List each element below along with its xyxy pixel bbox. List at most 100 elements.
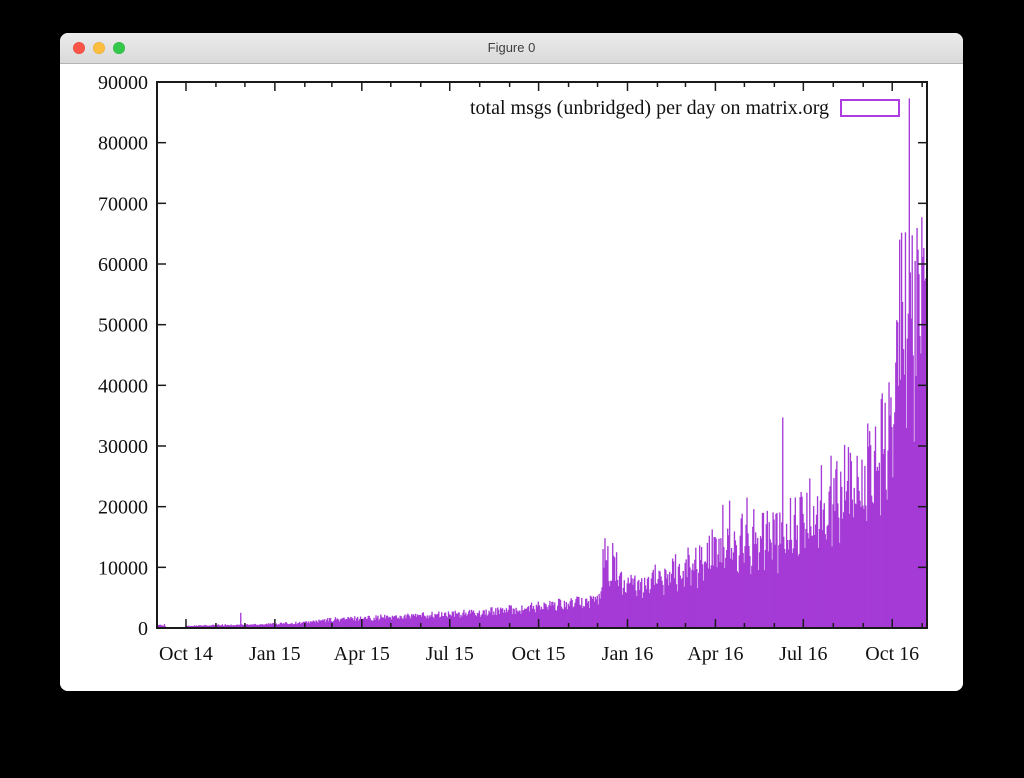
bar: [590, 596, 593, 628]
bar: [335, 619, 338, 628]
bar: [911, 235, 913, 629]
window-titlebar[interactable]: Figure 0: [60, 33, 963, 64]
close-button[interactable]: [73, 42, 85, 54]
bar: [769, 539, 771, 628]
maximize-button[interactable]: [113, 42, 125, 54]
bar: [488, 610, 490, 628]
bar: [490, 607, 492, 628]
bar: [815, 514, 818, 628]
bar: [315, 620, 317, 628]
bar: [519, 610, 521, 628]
bar: [604, 538, 606, 628]
bar: [900, 232, 903, 628]
bar: [338, 621, 340, 628]
bar: [719, 561, 721, 628]
minimize-button[interactable]: [93, 42, 105, 54]
bar: [520, 613, 522, 628]
bar: [241, 624, 243, 628]
bar: [774, 544, 776, 628]
bar: [438, 611, 440, 628]
bar: [778, 545, 780, 628]
bar: [819, 500, 822, 628]
bar: [219, 625, 222, 628]
bar: [457, 612, 459, 628]
bar: [407, 613, 409, 628]
bar: [781, 522, 783, 628]
bar: [550, 605, 552, 628]
bar: [470, 613, 472, 628]
bar: [882, 454, 884, 628]
bar: [452, 611, 454, 628]
bar: [877, 470, 880, 628]
bar: [692, 563, 694, 628]
bar: [342, 617, 344, 628]
bar: [402, 619, 404, 628]
bar: [589, 595, 592, 628]
bar: [804, 547, 806, 628]
bar: [440, 616, 442, 628]
bar: [371, 620, 373, 628]
bar: [889, 415, 891, 628]
bar: [599, 598, 601, 628]
bar: [753, 509, 755, 628]
bar: [545, 604, 547, 628]
bar: [523, 610, 525, 628]
bar: [471, 611, 474, 628]
bar: [824, 534, 826, 628]
bar: [544, 603, 546, 628]
bar: [863, 509, 865, 628]
bar: [740, 518, 742, 628]
bar: [454, 610, 456, 628]
bar: [362, 618, 365, 628]
bar: [814, 524, 817, 628]
bar: [579, 604, 581, 628]
chart-canvas: Oct 14 Jan 15 Apr 15 Jul 15 Oct 15 Jan 16 Apr …: [98, 72, 928, 665]
bar: [736, 571, 739, 628]
bar: [246, 624, 249, 628]
legend-label: total msgs (unbridged) per day on matrix…: [469, 96, 829, 119]
bar: [612, 543, 614, 628]
bar: [665, 570, 667, 628]
bar: [721, 562, 723, 628]
bar: [418, 615, 421, 628]
bar: [556, 610, 558, 628]
bar: [795, 539, 797, 628]
bar: [652, 569, 654, 628]
bar: [212, 624, 214, 628]
bar: [380, 614, 382, 628]
bar: [512, 608, 514, 628]
bar: [890, 397, 892, 628]
bar: [838, 517, 840, 628]
bar: [780, 543, 782, 628]
bar: [789, 497, 792, 628]
bar: [415, 616, 418, 628]
bar: [533, 609, 536, 628]
bar: [473, 613, 476, 628]
bar: [198, 625, 200, 628]
bar: [420, 616, 423, 628]
bar: [427, 618, 429, 628]
x-tick-label: Apr 15: [334, 643, 390, 665]
bar: [761, 512, 764, 628]
bar: [796, 525, 798, 628]
bar: [742, 553, 744, 628]
bar: [706, 542, 709, 628]
bar: [593, 601, 596, 628]
bar: [714, 537, 716, 628]
bar: [377, 615, 379, 628]
bar: [585, 598, 588, 628]
bar: [602, 549, 604, 628]
bar: [668, 585, 670, 628]
bar: [841, 486, 843, 628]
bar: [349, 618, 351, 628]
bar: [596, 595, 598, 628]
bar: [704, 561, 707, 628]
bar: [672, 561, 675, 628]
bar: [836, 461, 838, 628]
bar: [255, 625, 257, 628]
bar: [531, 608, 534, 628]
bar: [918, 274, 920, 628]
bar: [451, 611, 454, 628]
bar: [624, 591, 626, 628]
bar: [720, 538, 722, 628]
